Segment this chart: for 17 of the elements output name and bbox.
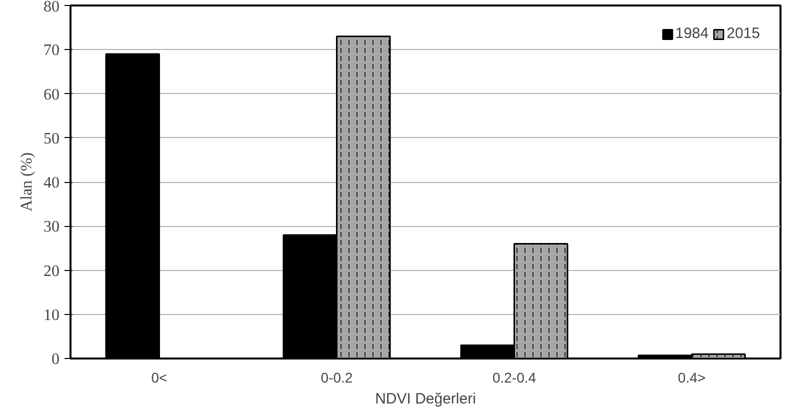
y-axis-title: Alan (%) — [18, 152, 36, 212]
y-tick-label: 70 — [44, 42, 60, 60]
y-tick-label: 10 — [44, 306, 60, 324]
legend-label: 1984 — [675, 25, 709, 42]
legend-label: 2015 — [726, 25, 760, 42]
y-tick-label: 50 — [44, 130, 60, 148]
x-tick-label: 0< — [151, 370, 168, 386]
y-tick-label: 40 — [44, 174, 60, 192]
y-tick-label: 80 — [44, 0, 60, 16]
y-tick-label: 60 — [44, 86, 60, 104]
x-axis-title: NDVI Değerleri — [375, 390, 476, 408]
x-tick-label: 0.2-0.4 — [492, 370, 536, 386]
x-tick-label: 0.4> — [678, 370, 706, 386]
y-tick-label: 30 — [44, 218, 60, 236]
y-tick-label: 0 — [52, 351, 60, 368]
y-tick-label: 20 — [44, 262, 60, 280]
x-tick-label: 0-0.2 — [320, 370, 353, 386]
